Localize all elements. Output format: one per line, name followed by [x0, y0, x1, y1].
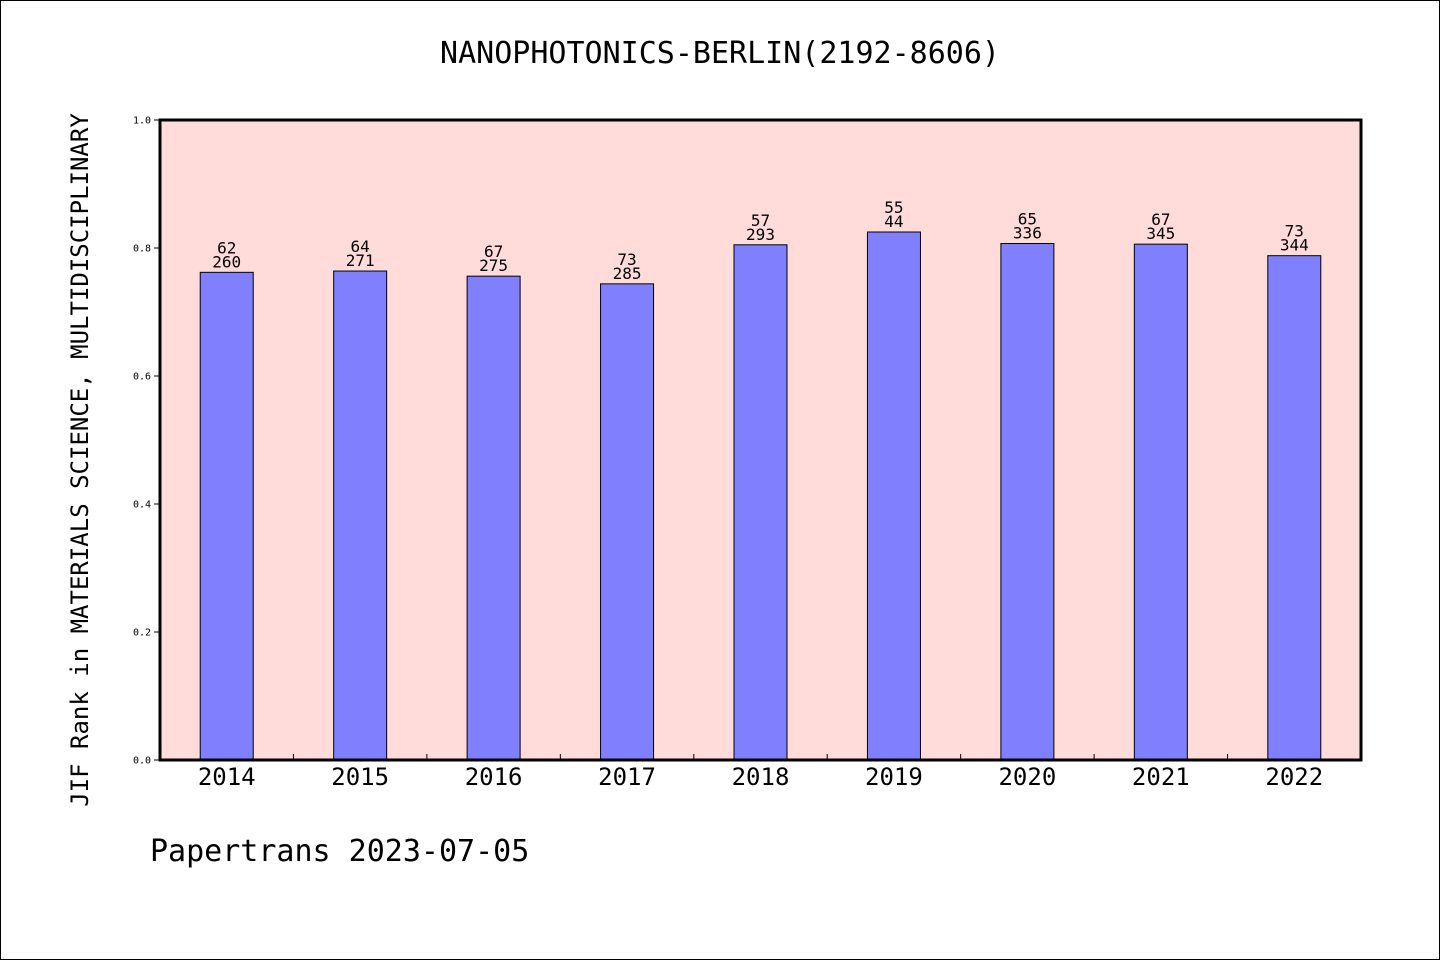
bar [1133, 243, 1188, 761]
x-tick-label: 2016 [465, 763, 523, 791]
x-tick-label: 2019 [865, 763, 923, 791]
x-tick-label: 2021 [1132, 763, 1190, 791]
bar-rank-label: 55 [884, 198, 903, 217]
bar [1000, 243, 1055, 761]
x-tick-label: 2020 [998, 763, 1056, 791]
bar-total-label: 44 [884, 212, 903, 231]
bar-total-label: 345 [1146, 224, 1175, 243]
bar-total-label: 260 [212, 252, 241, 271]
y-tick-label: 0.0 [133, 756, 151, 767]
bar-total-label: 336 [1013, 224, 1042, 243]
x-tick-label: 2015 [331, 763, 389, 791]
y-tick-label: 0.6 [133, 372, 151, 383]
footer-credit: Papertrans 2023-07-05 [150, 834, 530, 869]
bar-rank-label: 65 [1018, 210, 1037, 229]
y-tick-label: 0.8 [133, 244, 151, 255]
bar [199, 271, 254, 761]
chart-title: NANOPHOTONICS-BERLIN(2192-8606) [440, 36, 1000, 71]
x-tick-label: 2018 [732, 763, 790, 791]
y-tick-label: 0.2 [133, 628, 151, 639]
x-tick-label: 2014 [198, 763, 256, 791]
bar [466, 275, 521, 761]
bar [333, 270, 388, 761]
bar-rank-label: 67 [1151, 210, 1170, 229]
bar-rank-label: 64 [351, 237, 370, 256]
y-tick-label: 0.4 [133, 500, 151, 511]
x-tick-label: 2022 [1265, 763, 1323, 791]
bar-rank-label: 73 [1285, 222, 1304, 241]
bar-total-label: 293 [746, 225, 775, 244]
bar [1267, 255, 1322, 761]
axes-frame [158, 118, 1363, 762]
bar-rank-label: 62 [217, 238, 236, 257]
bar [733, 244, 788, 761]
bar-rank-label: 73 [617, 250, 636, 269]
y-tick-label: 1.0 [133, 116, 151, 127]
bar-total-label: 344 [1280, 236, 1309, 255]
bar-rank-label: 67 [484, 242, 503, 261]
bar-rank-label: 57 [751, 211, 770, 230]
bar [866, 231, 921, 761]
x-tick-label: 2017 [598, 763, 656, 791]
bar-total-label: 271 [346, 251, 375, 270]
bar [600, 283, 655, 761]
bar-total-label: 275 [479, 256, 508, 275]
bar-total-label: 285 [613, 264, 642, 283]
